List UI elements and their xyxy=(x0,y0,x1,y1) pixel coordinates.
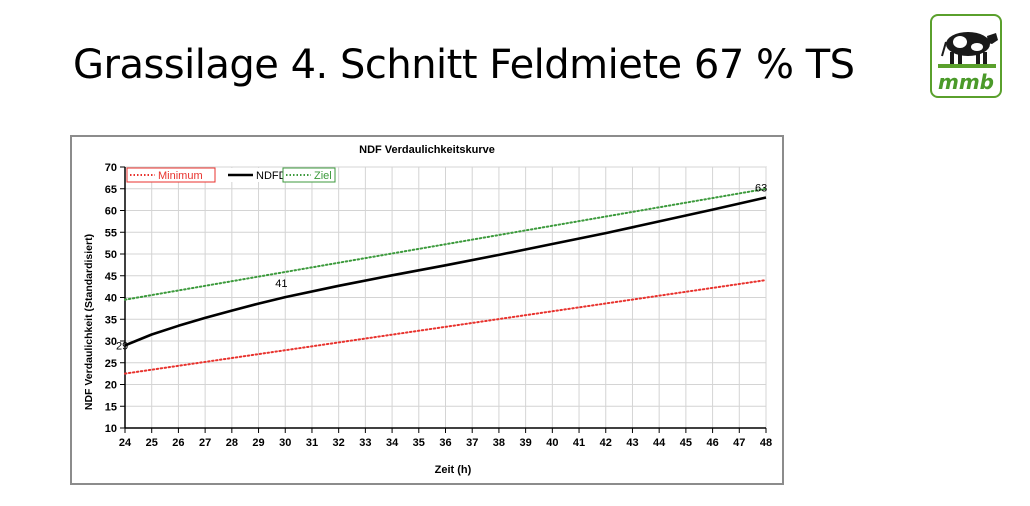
series-line-ndfd xyxy=(124,196,767,347)
x-tick-label: 39 xyxy=(520,437,532,449)
y-tick-label: 35 xyxy=(105,314,117,326)
y-tick-label: 25 xyxy=(105,358,117,370)
x-tick-label: 24 xyxy=(119,437,132,449)
x-tick-label: 40 xyxy=(546,437,558,449)
x-axis-label: Zeit (h) xyxy=(435,464,472,476)
y-tick-label: 70 xyxy=(105,162,117,174)
y-tick-label: 10 xyxy=(105,423,117,435)
y-tick-label: 65 xyxy=(105,184,117,196)
legend-box-ziel xyxy=(282,167,336,183)
data-label: 41 xyxy=(275,278,287,290)
company-logo: mmb xyxy=(930,14,1002,98)
y-tick-label: 40 xyxy=(105,293,117,305)
legend-label-minimum: Minimum xyxy=(158,170,203,182)
x-tick-label: 45 xyxy=(680,437,692,449)
x-tick-label: 34 xyxy=(386,437,399,449)
ndf-chart: NDF Verdaulichkeitskurve Zeit (h) NDF Ve… xyxy=(83,144,772,476)
x-tick-label: 38 xyxy=(493,437,505,449)
y-tick-label: 20 xyxy=(105,380,117,392)
legend-label-ndfd: NDFD xyxy=(256,170,287,182)
legend-label-ziel: Ziel xyxy=(314,170,332,182)
data-label: 29 xyxy=(116,340,128,352)
y-tick-label: 45 xyxy=(105,271,117,283)
legend-box-minimum xyxy=(126,167,216,183)
x-tick-label: 37 xyxy=(466,437,478,449)
x-tick-label: 33 xyxy=(359,437,371,449)
y-tick-label: 30 xyxy=(105,336,117,348)
x-tick-label: 43 xyxy=(626,437,638,449)
series-line-ziel xyxy=(124,187,767,301)
x-tick-label: 35 xyxy=(413,437,425,449)
x-tick-label: 47 xyxy=(733,437,745,449)
logo-text: mmb xyxy=(938,70,994,94)
data-label: 63 xyxy=(755,182,767,194)
y-tick-label: 60 xyxy=(105,206,117,218)
x-tick-label: 42 xyxy=(600,437,612,449)
x-tick-label: 41 xyxy=(573,437,585,449)
x-tick-label: 32 xyxy=(333,437,345,449)
y-tick-label: 15 xyxy=(105,401,117,413)
x-tick-label: 46 xyxy=(706,437,718,449)
x-tick-label: 25 xyxy=(146,437,158,449)
y-axis-label: NDF Verdaulichkeit (Standardisiert) xyxy=(83,234,95,410)
series-line-minimum xyxy=(124,279,767,375)
x-tick-label: 44 xyxy=(653,437,666,449)
x-tick-label: 48 xyxy=(760,437,772,449)
slide-title: Grassilage 4. Schnitt Feldmiete 67 % TS xyxy=(73,42,855,88)
cow-icon xyxy=(938,32,998,68)
chart-title: NDF Verdaulichkeitskurve xyxy=(359,144,495,156)
chart-panel: NDF Verdaulichkeitskurve Zeit (h) NDF Ve… xyxy=(70,135,784,485)
x-tick-label: 29 xyxy=(252,437,264,449)
y-tick-label: 50 xyxy=(105,249,117,261)
x-tick-label: 36 xyxy=(439,437,451,449)
x-tick-label: 31 xyxy=(306,437,318,449)
x-tick-label: 26 xyxy=(172,437,184,449)
x-tick-label: 27 xyxy=(199,437,211,449)
x-tick-label: 28 xyxy=(226,437,238,449)
x-tick-label: 30 xyxy=(279,437,291,449)
y-tick-label: 55 xyxy=(105,227,117,239)
